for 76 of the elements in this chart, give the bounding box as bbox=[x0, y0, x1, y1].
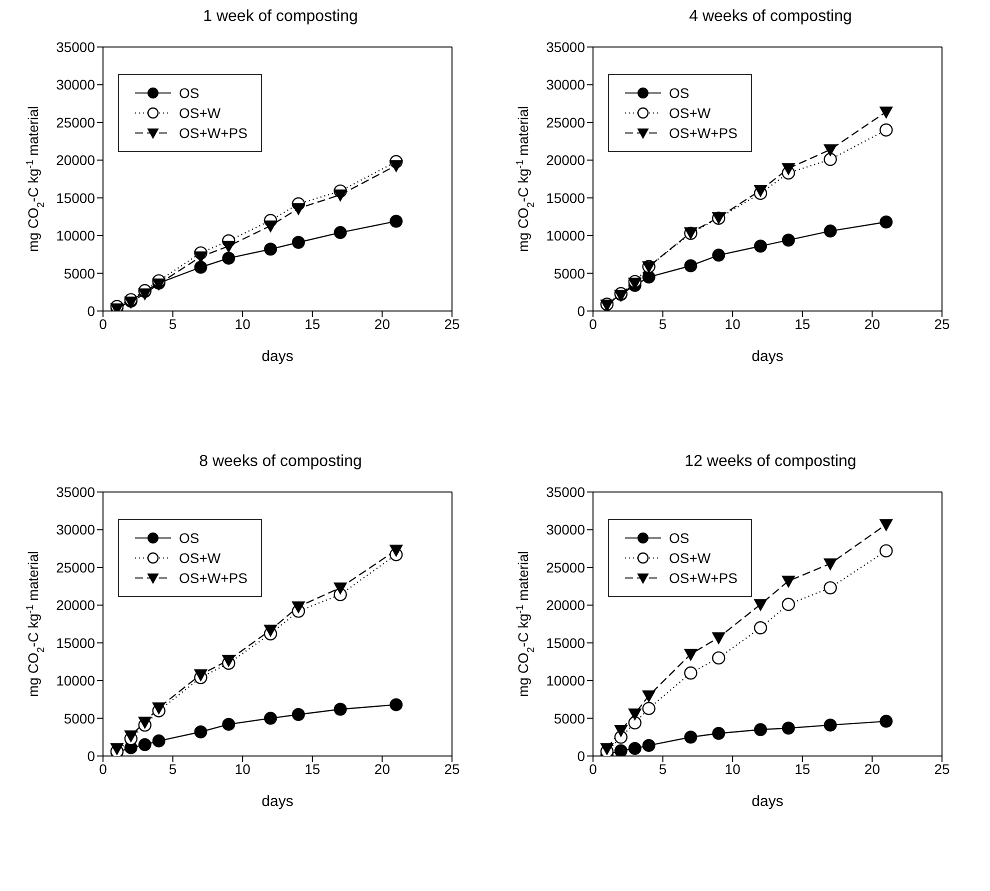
y-tick-label: 0 bbox=[87, 748, 96, 764]
x-tick-label: 15 bbox=[794, 316, 810, 332]
y-tick-label: 5000 bbox=[554, 265, 586, 282]
y-tick-label: 35000 bbox=[546, 38, 586, 55]
x-axis-title: days bbox=[262, 348, 294, 365]
y-tick-label: 20000 bbox=[56, 597, 96, 614]
x-tick-label: 0 bbox=[589, 316, 598, 332]
x-tick-label: 25 bbox=[444, 760, 460, 777]
y-tick-label: 0 bbox=[577, 748, 586, 764]
y-tick-label: 20000 bbox=[546, 152, 586, 168]
x-tick-label: 15 bbox=[304, 316, 320, 332]
legend-label: OS+W bbox=[179, 550, 221, 566]
y-tick-label: 20000 bbox=[546, 597, 586, 614]
x-tick-label: 10 bbox=[724, 316, 741, 332]
y-tick-label: 10000 bbox=[56, 228, 96, 244]
x-tick-label: 10 bbox=[234, 316, 251, 332]
y-tick-label: 25000 bbox=[56, 114, 96, 130]
x-tick-label: 0 bbox=[589, 760, 598, 777]
y-tick-label: 5000 bbox=[64, 710, 96, 726]
y-tick-label: 35000 bbox=[546, 484, 586, 500]
x-axis-title: days bbox=[752, 793, 784, 810]
x-tick-label: 15 bbox=[794, 760, 810, 777]
y-tick-label: 15000 bbox=[56, 634, 96, 651]
x-tick-label: 10 bbox=[234, 760, 251, 777]
y-tick-label: 10000 bbox=[56, 672, 96, 689]
y-tick-label: 30000 bbox=[56, 522, 96, 538]
chart-title: 4 weeks of composting bbox=[688, 8, 853, 27]
x-axis-title: days bbox=[752, 348, 784, 365]
chart-title: 1 week of composting bbox=[202, 8, 359, 27]
x-axis-title: days bbox=[262, 793, 294, 810]
y-tick-label: 20000 bbox=[56, 152, 96, 168]
x-tick-label: 0 bbox=[99, 760, 108, 777]
y-tick-label: 15000 bbox=[546, 634, 586, 651]
y-tick-label: 0 bbox=[577, 302, 586, 319]
y-tick-label: 35000 bbox=[56, 38, 96, 55]
x-tick-label: 25 bbox=[934, 316, 950, 332]
x-tick-label: 20 bbox=[864, 316, 880, 332]
x-tick-label: 25 bbox=[934, 760, 950, 777]
x-tick-label: 5 bbox=[658, 760, 667, 777]
x-tick-label: 0 bbox=[99, 316, 108, 332]
legend-label: OS+W bbox=[179, 105, 221, 121]
chart-title: 12 weeks of composting bbox=[684, 453, 858, 472]
y-tick-label: 25000 bbox=[546, 559, 586, 576]
y-tick-label: 5000 bbox=[64, 265, 96, 282]
legend-label: OS+W+PS bbox=[669, 125, 738, 141]
x-tick-label: 25 bbox=[444, 316, 460, 332]
y-tick-label: 30000 bbox=[546, 522, 586, 538]
legend-label: OS+W+PS bbox=[179, 570, 248, 586]
y-tick-label: 5000 bbox=[554, 710, 586, 726]
y-tick-label: 30000 bbox=[546, 76, 586, 93]
y-tick-label: 25000 bbox=[56, 559, 96, 576]
y-tick-label: 10000 bbox=[546, 672, 586, 689]
legend-label: OS+W+PS bbox=[669, 570, 738, 586]
legend-label: OS bbox=[179, 530, 200, 546]
chart-title: 8 weeks of composting bbox=[198, 453, 363, 472]
y-tick-label: 0 bbox=[87, 302, 96, 319]
y-tick-label: 10000 bbox=[546, 228, 586, 244]
x-tick-label: 10 bbox=[724, 760, 741, 777]
x-tick-label: 20 bbox=[374, 760, 390, 777]
legend-label: OS+W bbox=[669, 105, 711, 121]
legend-label: OS bbox=[179, 85, 200, 101]
legend-label: OS+W bbox=[669, 550, 711, 566]
x-tick-label: 15 bbox=[304, 760, 320, 777]
y-tick-label: 15000 bbox=[546, 190, 586, 206]
x-tick-label: 5 bbox=[168, 760, 177, 777]
x-tick-label: 5 bbox=[658, 316, 667, 332]
x-tick-label: 20 bbox=[374, 316, 390, 332]
y-tick-label: 35000 bbox=[56, 484, 96, 500]
legend-label: OS+W+PS bbox=[179, 125, 248, 141]
y-tick-label: 25000 bbox=[546, 114, 586, 130]
y-tick-label: 15000 bbox=[56, 190, 96, 206]
x-tick-label: 20 bbox=[864, 760, 880, 777]
legend-label: OS bbox=[669, 530, 690, 546]
x-tick-label: 5 bbox=[168, 316, 177, 332]
legend-label: OS bbox=[669, 85, 690, 101]
y-tick-label: 30000 bbox=[56, 76, 96, 93]
